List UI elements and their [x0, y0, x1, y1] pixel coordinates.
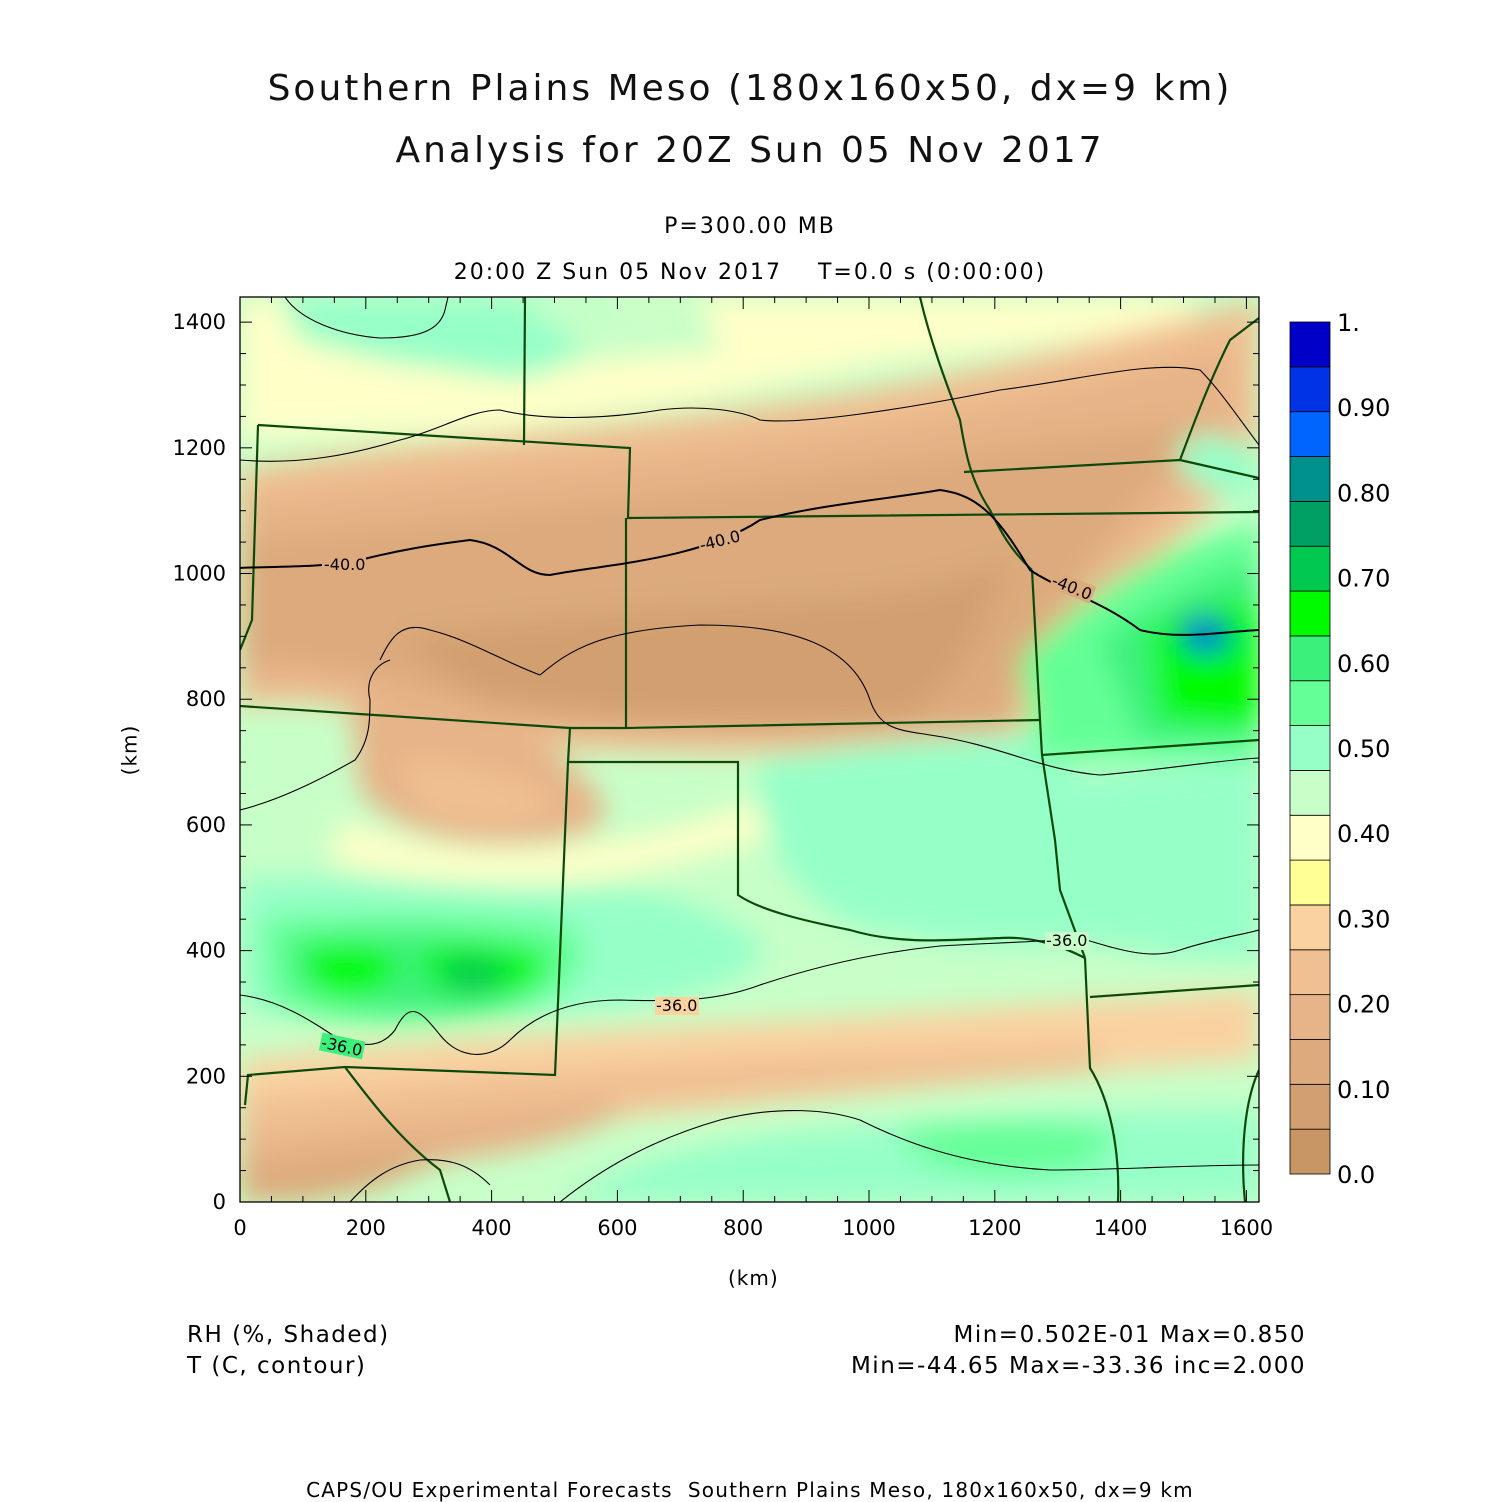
footer-credit: CAPS/OU Experimental Forecasts Southern … [306, 1478, 1194, 1502]
colorbar-label: 0.20 [1337, 991, 1390, 1019]
y-tick-label: 200 [186, 1064, 226, 1088]
x-tick-label: 600 [597, 1216, 637, 1240]
colorbar-swatch [1289, 1039, 1331, 1085]
contour-label: -36.0 [656, 996, 697, 1015]
rh-field-label: RH (%, Shaded) [187, 1322, 390, 1348]
x-axis: 0 200 400 600 800 1000 1200 1400 1600 [233, 297, 1273, 1240]
temperature-contours [240, 297, 1259, 1202]
x-tick-label: 800 [723, 1216, 763, 1240]
colorbar-swatch [1289, 545, 1331, 592]
title-line-2: Analysis for 20Z Sun 05 Nov 2017 [395, 130, 1105, 171]
colorbar-swatch [1289, 411, 1331, 457]
temperature-range: Min=-44.65 Max=-33.36 inc=2.000 [850, 1353, 1306, 1379]
x-tick-label: 1000 [842, 1216, 895, 1240]
x-tick-label: 400 [472, 1216, 512, 1240]
y-tick-label: 1000 [173, 562, 226, 586]
colorbar-swatch [1289, 366, 1331, 413]
colorbar-label: 0.50 [1337, 735, 1390, 763]
colorbar-swatch [1289, 725, 1331, 771]
colorbar-swatch [1289, 904, 1331, 951]
colorbar-swatch [1289, 949, 1331, 996]
rh-range: Min=0.502E-01 Max=0.850 [953, 1322, 1306, 1348]
state-boundaries [240, 297, 1259, 1202]
y-tick-label: 600 [186, 813, 226, 837]
y-tick-label: 1400 [173, 310, 226, 334]
pressure-level: P=300.00 MB [664, 214, 836, 239]
x-tick-label: 1600 [1220, 1216, 1273, 1240]
x-tick-label: 1200 [968, 1216, 1021, 1240]
x-tick-label: 200 [346, 1216, 386, 1240]
temperature-field-label: T (C, contour) [187, 1353, 367, 1379]
contour-label: -40.0 [324, 555, 365, 574]
valid-time: 20:00 Z Sun 05 Nov 2017 T=0.0 s (0:00:00… [453, 260, 1047, 285]
x-axis-title: (km) [728, 1266, 779, 1290]
colorbar-swatch [1289, 590, 1331, 637]
colorbar-swatch [1289, 770, 1331, 816]
colorbar-label: 0.30 [1337, 905, 1390, 933]
title-line-1: Southern Plains Meso (180x160x50, dx=9 k… [267, 68, 1233, 109]
y-tick-label: 1200 [173, 436, 226, 460]
colorbar-label: 1. [1337, 309, 1360, 337]
y-axis-title: (km) [117, 724, 142, 776]
colorbar-label: 0.80 [1337, 479, 1390, 507]
colorbar-swatch [1289, 456, 1331, 502]
colorbar-swatch [1289, 859, 1331, 906]
colorbar-swatch [1289, 814, 1331, 861]
x-tick-label: 0 [233, 1216, 246, 1240]
colorbar-label: 0.60 [1337, 650, 1390, 678]
colorbar-label: 0.90 [1337, 394, 1390, 422]
colorbar-label: 0.0 [1337, 1161, 1375, 1189]
colorbar-swatch [1289, 321, 1331, 368]
y-axis: 0 200 400 600 800 1000 1200 1400 [173, 310, 1259, 1214]
y-tick-label: 0 [213, 1190, 226, 1214]
colorbar-label: 0.10 [1337, 1076, 1390, 1104]
y-tick-label: 400 [186, 939, 226, 963]
contour-label: -36.0 [1046, 931, 1087, 950]
colorbar-swatch [1289, 1083, 1331, 1130]
rh-shading [240, 297, 1259, 1202]
colorbar-swatch [1289, 680, 1331, 726]
plot-frame [239, 296, 1260, 1203]
colorbar-label: 0.70 [1337, 565, 1390, 593]
colorbar-label: 0.40 [1337, 820, 1390, 848]
colorbar-swatch [1289, 994, 1331, 1040]
colorbar-swatch [1289, 635, 1331, 682]
colorbar-swatch [1289, 500, 1331, 547]
x-tick-label: 1400 [1094, 1216, 1147, 1240]
colorbar: 1. 0.90 0.80 0.70 0.60 0.50 0.40 0.30 0.20 0.10 0.… [1289, 309, 1390, 1189]
y-tick-label: 800 [186, 687, 226, 711]
colorbar-swatch [1289, 1128, 1331, 1175]
